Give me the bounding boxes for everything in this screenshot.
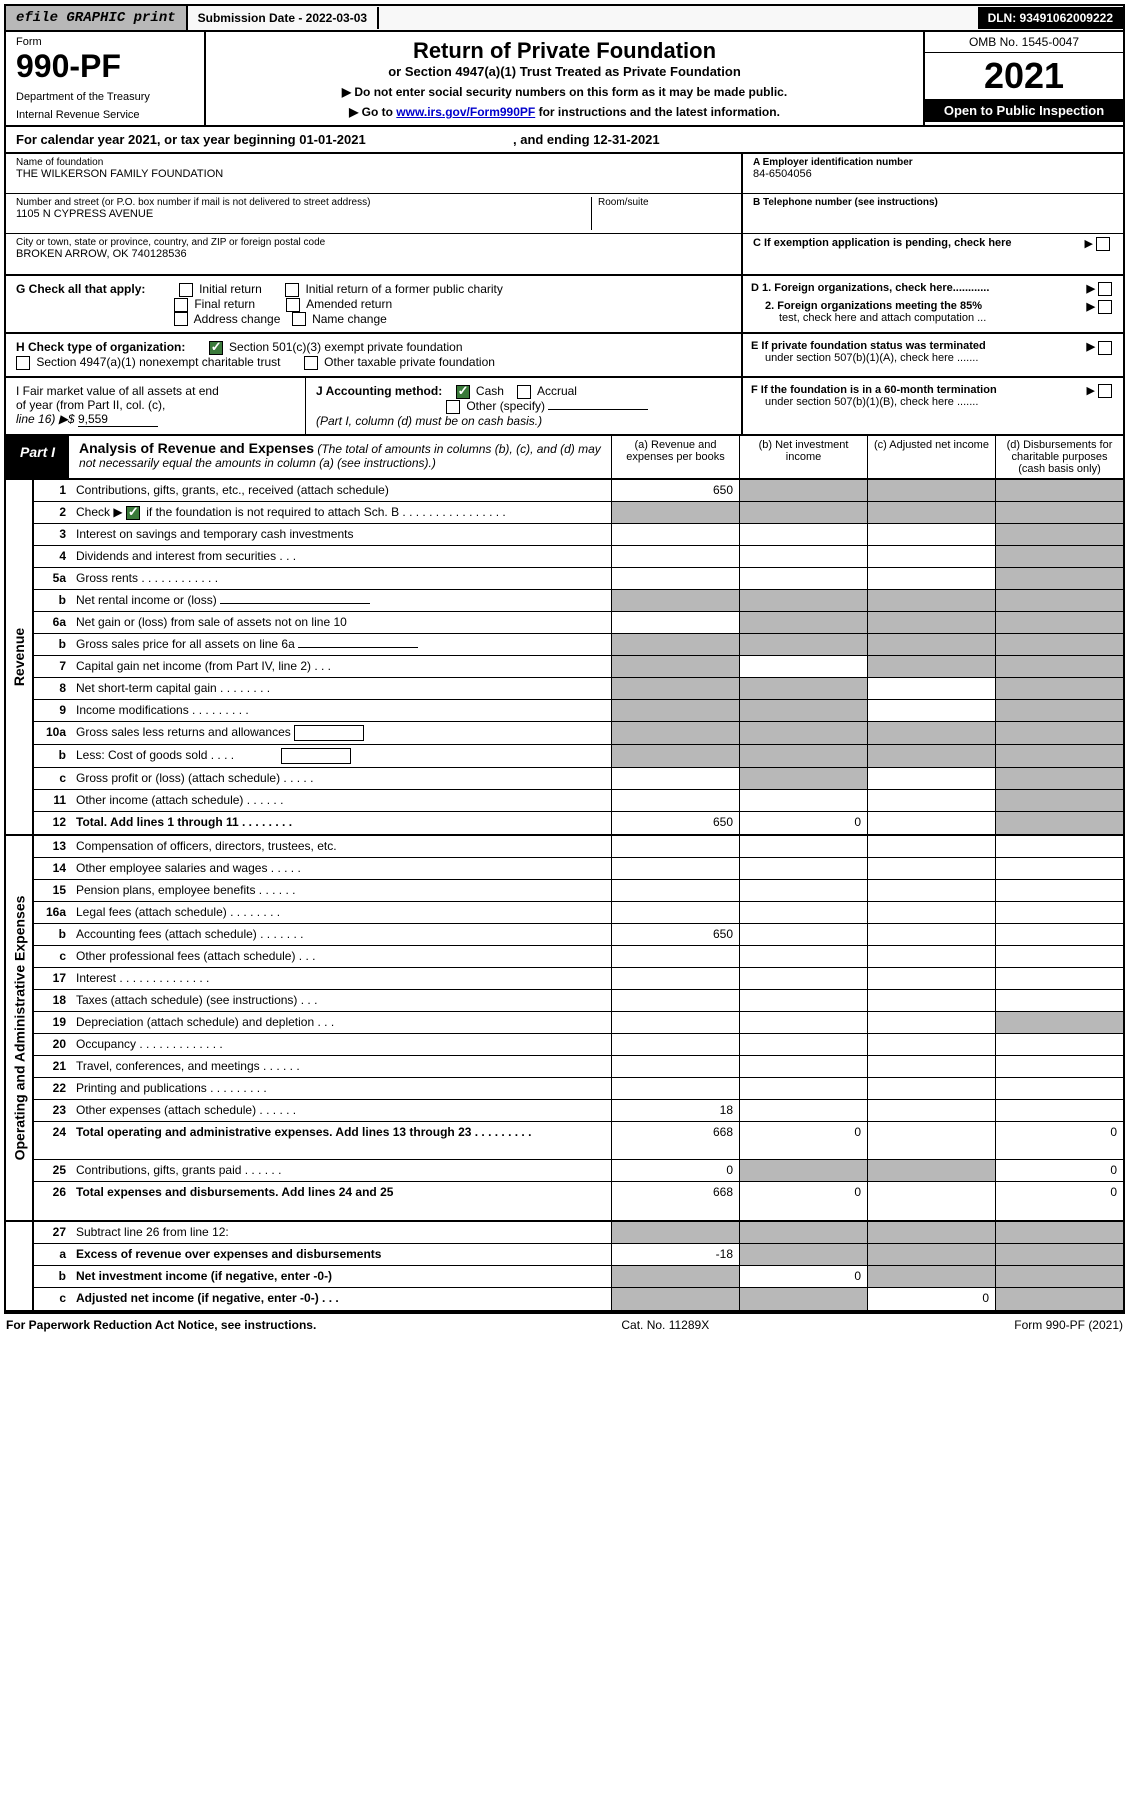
col-a-header: (a) Revenue and expenses per books bbox=[611, 436, 739, 478]
entity-row: Name of foundation THE WILKERSON FAMILY … bbox=[4, 154, 1125, 276]
c-label: C If exemption application is pending, c… bbox=[753, 237, 1012, 249]
e-section: E If private foundation status was termi… bbox=[743, 334, 1123, 376]
header-right: OMB No. 1545-0047 2021 Open to Public In… bbox=[923, 32, 1123, 125]
g-amended-checkbox[interactable] bbox=[286, 298, 300, 312]
part1-header: Part I Analysis of Revenue and Expenses … bbox=[4, 436, 1125, 480]
form-number: 990-PF bbox=[16, 48, 194, 85]
footer-left: For Paperwork Reduction Act Notice, see … bbox=[6, 1318, 316, 1332]
header-left: Form 990-PF Department of the Treasury I… bbox=[6, 32, 206, 125]
ein-label: A Employer identification number bbox=[753, 157, 913, 168]
dept-irs: Internal Revenue Service bbox=[16, 109, 194, 121]
ein-value: 84-6504056 bbox=[753, 168, 1113, 180]
g-final-checkbox[interactable] bbox=[174, 298, 188, 312]
addr-label: Number and street (or P.O. box number if… bbox=[16, 197, 591, 208]
h-section: H Check type of organization: Section 50… bbox=[6, 334, 743, 376]
j-other-checkbox[interactable] bbox=[446, 400, 460, 414]
g-label: G Check all that apply: bbox=[16, 282, 145, 296]
foundation-name: THE WILKERSON FAMILY FOUNDATION bbox=[16, 168, 731, 180]
revenue-vlabel: Revenue bbox=[6, 480, 34, 834]
col-c-header: (c) Adjusted net income bbox=[867, 436, 995, 478]
city-label: City or town, state or province, country… bbox=[16, 237, 731, 248]
g-initial-former-checkbox[interactable] bbox=[285, 283, 299, 297]
footer-row: For Paperwork Reduction Act Notice, see … bbox=[4, 1312, 1125, 1336]
open-inspection: Open to Public Inspection bbox=[925, 99, 1123, 122]
submission-date: Submission Date - 2022-03-03 bbox=[188, 7, 379, 29]
j-accrual-checkbox[interactable] bbox=[517, 385, 531, 399]
footer-form: Form 990-PF (2021) bbox=[1014, 1318, 1123, 1332]
d-section: D 1. Foreign organizations, check here..… bbox=[743, 276, 1123, 332]
c-checkbox[interactable] bbox=[1096, 237, 1110, 251]
g-d-row: G Check all that apply: Initial return I… bbox=[4, 276, 1125, 334]
expenses-section: Operating and Administrative Expenses 13… bbox=[4, 836, 1125, 1222]
h-4947-checkbox[interactable] bbox=[16, 356, 30, 370]
form-subtitle: or Section 4947(a)(1) Trust Treated as P… bbox=[212, 64, 917, 79]
entity-left: Name of foundation THE WILKERSON FAMILY … bbox=[6, 154, 743, 274]
h-label: H Check type of organization: bbox=[16, 340, 185, 354]
line27-section: 27Subtract line 26 from line 12: aExcess… bbox=[4, 1222, 1125, 1312]
g-name-checkbox[interactable] bbox=[292, 312, 306, 326]
footer-cat: Cat. No. 11289X bbox=[621, 1318, 709, 1332]
j-section: J Accounting method: Cash Accrual Other … bbox=[306, 378, 743, 434]
e-checkbox[interactable] bbox=[1098, 341, 1112, 355]
j-cash-checkbox[interactable] bbox=[456, 385, 470, 399]
f-section: F If the foundation is in a 60-month ter… bbox=[743, 378, 1123, 434]
g-initial-checkbox[interactable] bbox=[179, 283, 193, 297]
room-label: Room/suite bbox=[598, 197, 731, 208]
dept-treasury: Department of the Treasury bbox=[16, 91, 194, 103]
efile-label: efile GRAPHIC print bbox=[6, 6, 188, 30]
f-checkbox[interactable] bbox=[1098, 384, 1112, 398]
dln-label: DLN: 93491062009222 bbox=[978, 7, 1123, 29]
header-row: Form 990-PF Department of the Treasury I… bbox=[4, 32, 1125, 127]
i-section: I Fair market value of all assets at end… bbox=[6, 378, 306, 434]
city-state-zip: BROKEN ARROW, OK 740128536 bbox=[16, 248, 731, 260]
col-d-header: (d) Disbursements for charitable purpose… bbox=[995, 436, 1123, 478]
notice-2-post: for instructions and the latest informat… bbox=[535, 105, 780, 119]
g-address-checkbox[interactable] bbox=[174, 312, 188, 326]
part1-title: Analysis of Revenue and Expenses (The to… bbox=[69, 436, 611, 478]
notice-1: ▶ Do not enter social security numbers o… bbox=[342, 85, 787, 99]
cal-year-pre: For calendar year 2021, or tax year begi… bbox=[16, 132, 366, 147]
col-b-header: (b) Net investment income bbox=[739, 436, 867, 478]
header-center: Return of Private Foundation or Section … bbox=[206, 32, 923, 125]
column-headers: (a) Revenue and expenses per books (b) N… bbox=[611, 436, 1123, 478]
cal-year-end: , and ending 12-31-2021 bbox=[513, 132, 660, 147]
d1-checkbox[interactable] bbox=[1098, 282, 1112, 296]
street-address: 1105 N CYPRESS AVENUE bbox=[16, 208, 591, 220]
h-other-checkbox[interactable] bbox=[304, 356, 318, 370]
entity-right: A Employer identification number 84-6504… bbox=[743, 154, 1123, 274]
d2-checkbox[interactable] bbox=[1098, 300, 1112, 314]
top-bar: efile GRAPHIC print Submission Date - 20… bbox=[4, 4, 1125, 32]
h-501c3-checkbox[interactable] bbox=[209, 341, 223, 355]
fmv-value: 9,559 bbox=[78, 412, 158, 427]
form-link[interactable]: www.irs.gov/Form990PF bbox=[396, 105, 535, 119]
ijf-row: I Fair market value of all assets at end… bbox=[4, 378, 1125, 436]
calendar-year-row: For calendar year 2021, or tax year begi… bbox=[4, 127, 1125, 154]
form-title: Return of Private Foundation bbox=[212, 38, 917, 64]
tax-year: 2021 bbox=[925, 53, 1123, 99]
g-section: G Check all that apply: Initial return I… bbox=[6, 276, 743, 332]
form-label: Form bbox=[16, 36, 194, 48]
expenses-vlabel: Operating and Administrative Expenses bbox=[6, 836, 34, 1220]
schb-checkbox[interactable] bbox=[126, 506, 140, 520]
part1-tab: Part I bbox=[6, 436, 69, 478]
h-e-row: H Check type of organization: Section 50… bbox=[4, 334, 1125, 378]
notice-2-pre: ▶ Go to bbox=[349, 105, 396, 119]
revenue-section: Revenue 1Contributions, gifts, grants, e… bbox=[4, 480, 1125, 836]
phone-label: B Telephone number (see instructions) bbox=[753, 197, 938, 208]
omb-number: OMB No. 1545-0047 bbox=[925, 32, 1123, 53]
name-label: Name of foundation bbox=[16, 157, 731, 168]
